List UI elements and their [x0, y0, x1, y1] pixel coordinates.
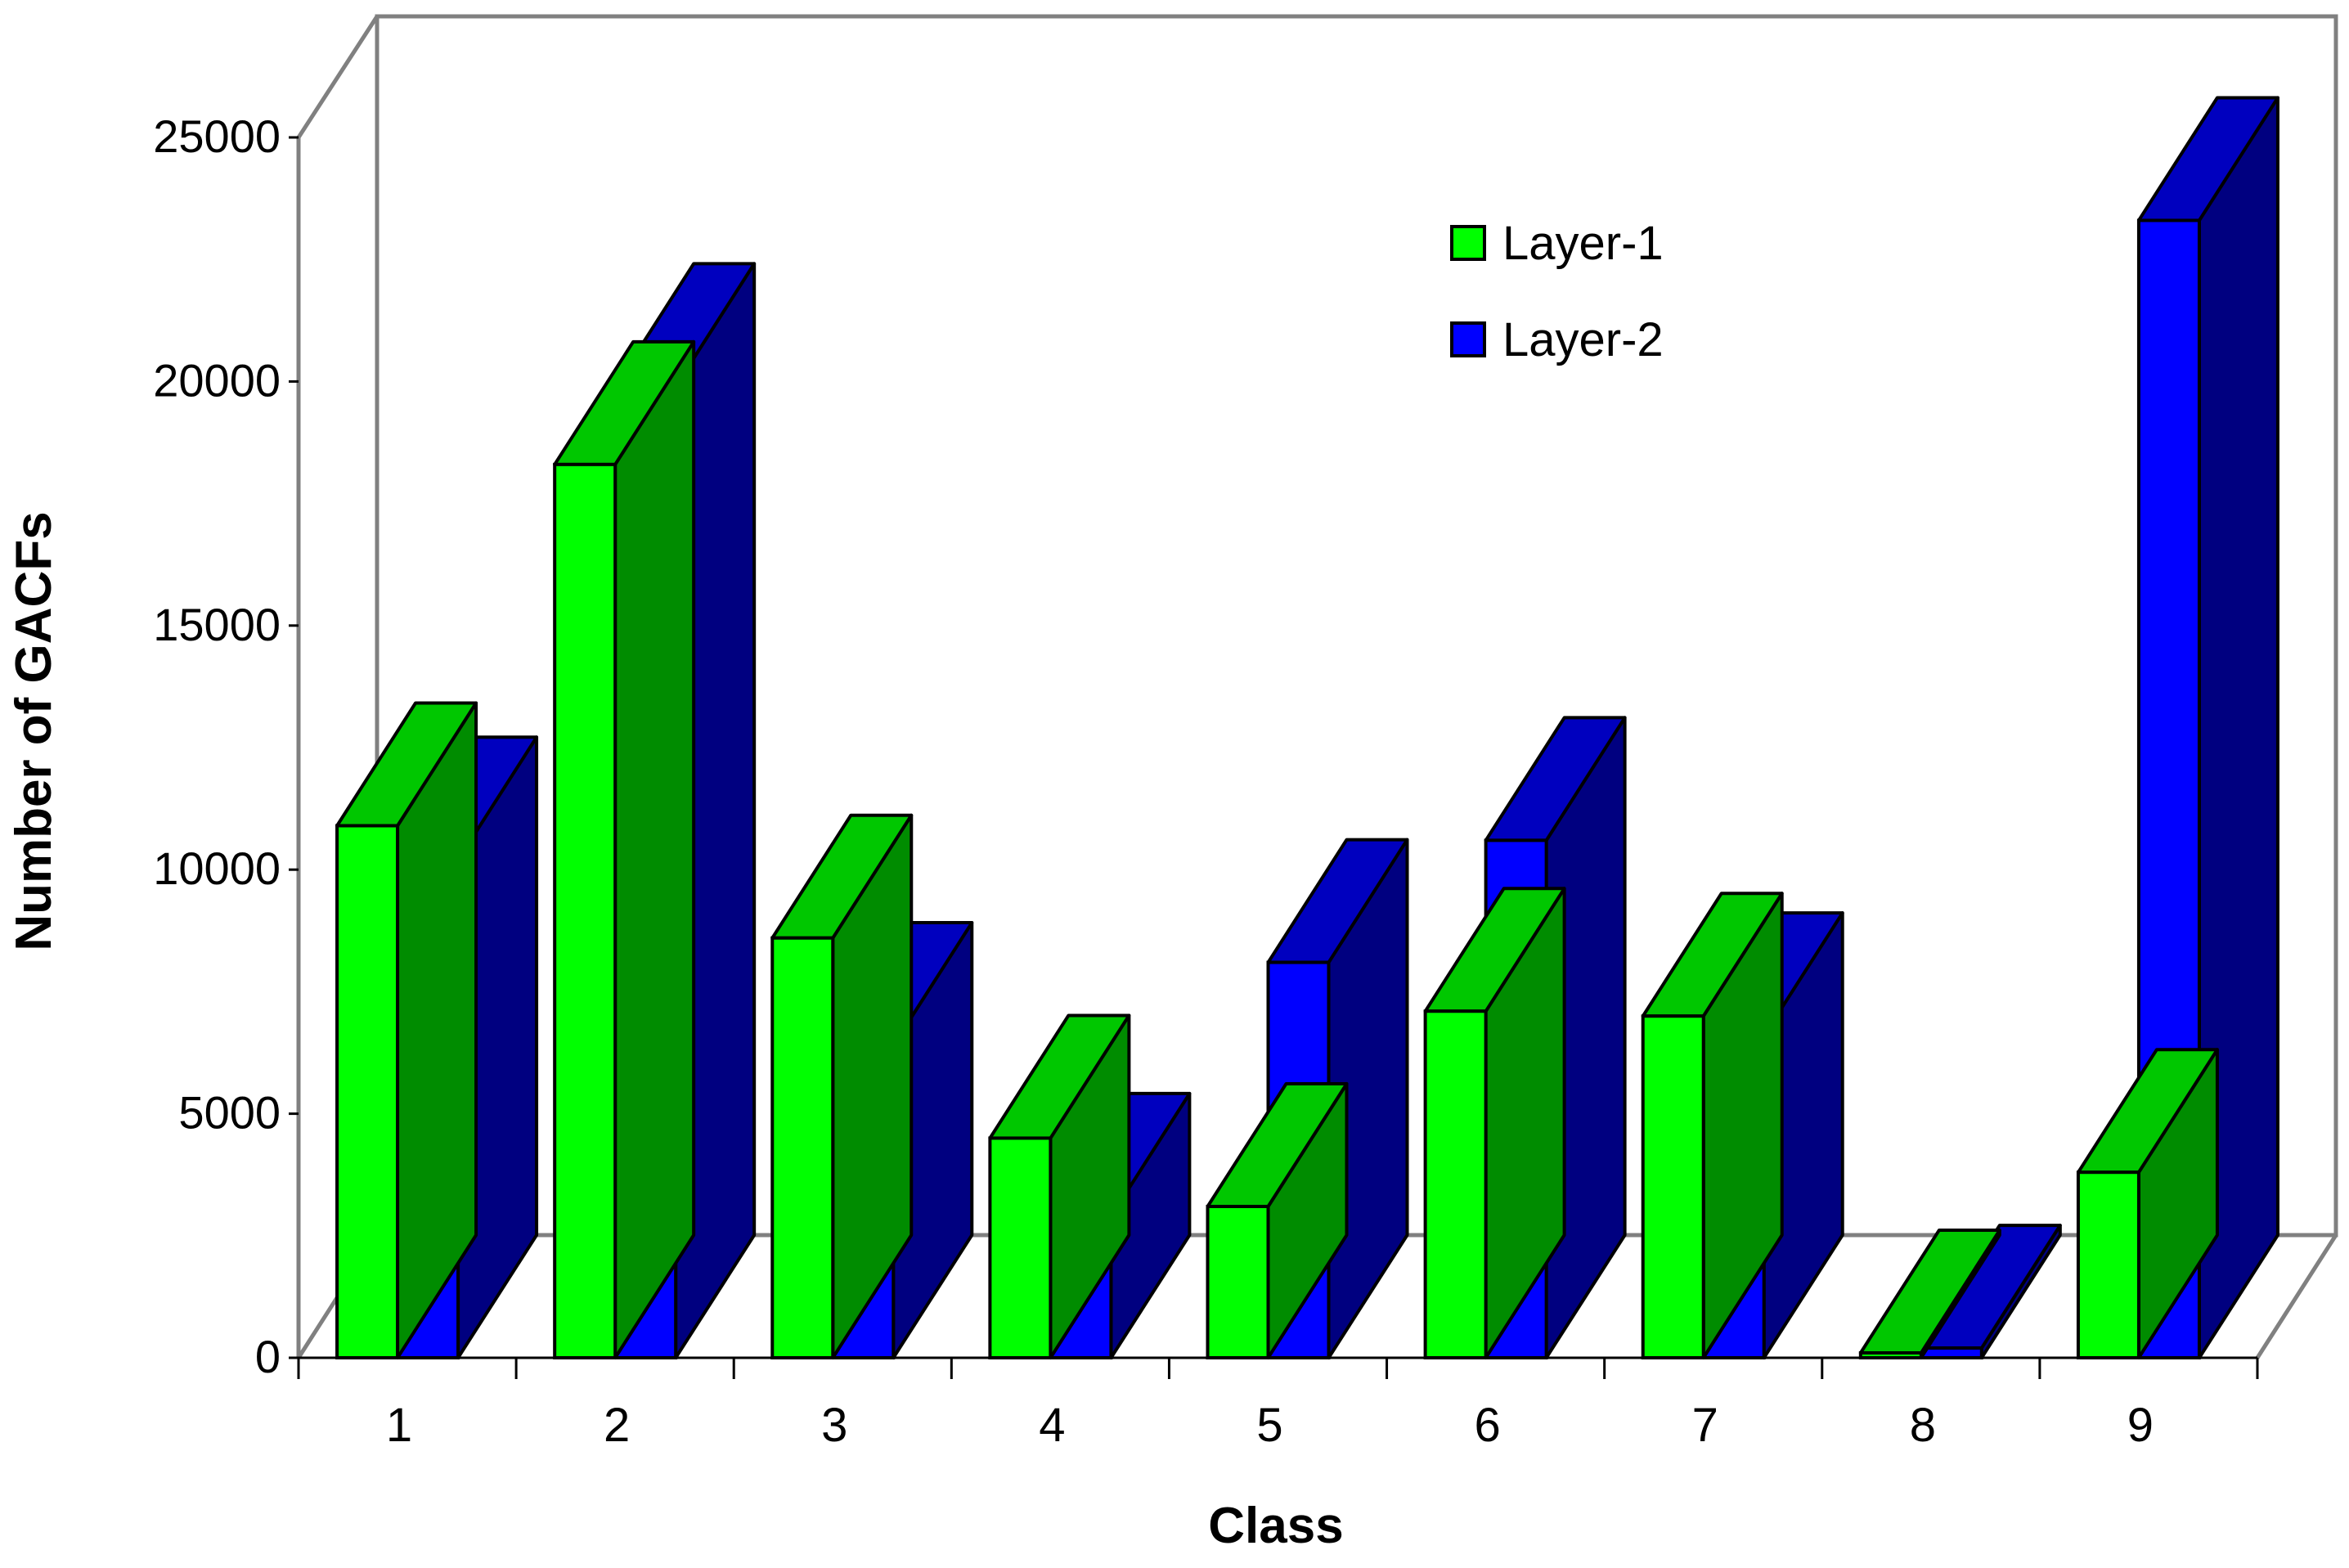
- y-tick-label: 20000: [153, 354, 281, 406]
- floor-right-edge: [2255, 1233, 2338, 1359]
- bar-1-class-8: [1858, 1229, 2001, 1359]
- x-axis-title: Class: [1208, 1498, 1343, 1554]
- bar-front-face: [1919, 1346, 1983, 1359]
- y-tick-label: 10000: [153, 842, 281, 894]
- y-tick-label: 0: [255, 1331, 281, 1382]
- bar-front-face: [988, 1136, 1053, 1359]
- x-tick-label: 7: [1692, 1399, 1718, 1452]
- bars-group: [335, 96, 2279, 1360]
- x-tick-label: 9: [2127, 1399, 2154, 1452]
- bar-1-class-1: [335, 701, 478, 1359]
- x-tick-label: 6: [1474, 1399, 1500, 1452]
- axes: 0 5000 10000 15000 20000 25000 1 2 3 4 5 6 7 8 9 Class N…: [6, 110, 2259, 1554]
- y-tick-label: 25000: [153, 110, 281, 162]
- y-ticks: 0 5000 10000 15000 20000 25000: [153, 110, 299, 1382]
- y-axis-title: Number of GACFs: [6, 511, 62, 950]
- legend-item-1: Layer-1: [1450, 217, 1664, 270]
- legend-item-2: Layer-2: [1450, 313, 1664, 366]
- bar-front-face: [1206, 1204, 1270, 1359]
- bar-1-class-9: [2076, 1048, 2219, 1359]
- x-tick-label: 3: [821, 1399, 847, 1452]
- bar-1-class-6: [1423, 887, 1566, 1359]
- legend: Layer-1 Layer-2: [1450, 217, 1664, 366]
- bar-side-face: [613, 339, 696, 1359]
- bar-front-face: [1641, 1014, 1705, 1359]
- bar-front-face: [553, 462, 618, 1360]
- y-tick-label: 15000: [153, 599, 281, 650]
- legend-label: Layer-2: [1502, 313, 1664, 366]
- bar-front-face: [770, 936, 835, 1359]
- x-tick-label: 2: [604, 1399, 630, 1452]
- x-tick-label: 1: [386, 1399, 412, 1452]
- legend-swatch: [1450, 321, 1486, 357]
- bar-front-face: [1423, 1009, 1488, 1359]
- left-wall-top-edge: [296, 15, 380, 139]
- x-tick-label: 5: [1256, 1399, 1282, 1452]
- bar-1-class-5: [1206, 1081, 1349, 1359]
- bar-front-face: [2076, 1170, 2140, 1359]
- bar-1-class-7: [1641, 892, 1784, 1359]
- x-ticks: 1 2 3 4 5 6 7 8 9: [297, 1358, 2259, 1452]
- bar-1-class-2: [553, 339, 696, 1360]
- bar-front-face: [335, 824, 400, 1359]
- x-tick-label: 4: [1039, 1399, 1065, 1452]
- x-tick-label: 8: [1910, 1399, 1936, 1452]
- bar-1-class-4: [988, 1013, 1131, 1359]
- legend-swatch: [1450, 225, 1486, 261]
- y-tick-label: 5000: [178, 1087, 281, 1139]
- legend-label: Layer-1: [1502, 217, 1664, 270]
- bar-1-class-3: [770, 813, 914, 1359]
